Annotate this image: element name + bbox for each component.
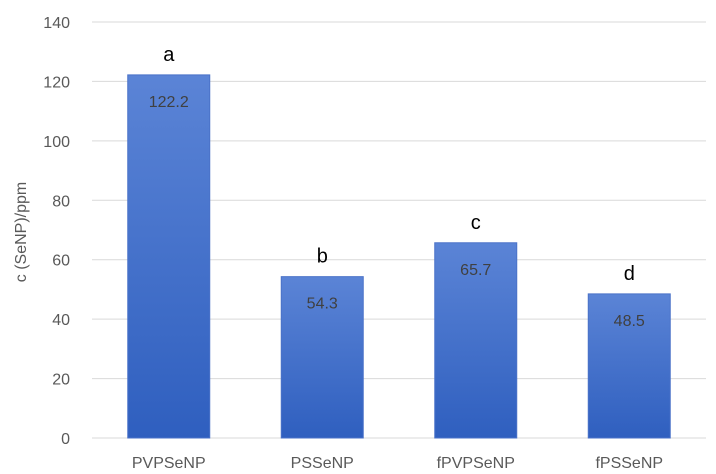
y-tick-label: 140 xyxy=(43,15,70,32)
y-tick-label: 0 xyxy=(61,431,70,448)
data-label: 65.7 xyxy=(460,262,491,279)
x-tick-label: PSSeNP xyxy=(291,455,354,472)
labels: 122.2 a PVPSeNP 54.3 b PSSeNP 65.7 c fPVPSeNP 48.… xyxy=(132,44,663,472)
y-tick-label: 120 xyxy=(43,74,70,91)
significance-letter: d xyxy=(624,263,635,285)
bar-pssenp xyxy=(280,276,364,439)
y-tick-label: 100 xyxy=(43,134,70,151)
data-label: 54.3 xyxy=(307,296,338,313)
y-tick-label: 20 xyxy=(52,372,70,389)
x-tick-label: PVPSeNP xyxy=(132,455,206,472)
significance-letter: b xyxy=(317,246,328,268)
y-tick-label: 40 xyxy=(52,312,70,329)
x-tick-label: fPSSeNP xyxy=(595,455,663,472)
y-tick-label: 80 xyxy=(52,193,70,210)
bars xyxy=(127,74,671,439)
bar-fpssenp xyxy=(587,293,671,439)
bar-fpvpsenp xyxy=(434,242,518,439)
y-axis-tick-labels: 0 20 40 60 80 100 120 140 xyxy=(43,15,70,448)
significance-letter: a xyxy=(163,44,175,66)
significance-letter: c xyxy=(471,212,481,234)
bar-pvpsenp xyxy=(127,74,211,439)
data-label: 48.5 xyxy=(614,313,645,330)
y-tick-label: 60 xyxy=(52,253,70,270)
x-tick-label: fPVPSeNP xyxy=(437,455,515,472)
data-label: 122.2 xyxy=(149,94,189,111)
y-axis-title: c (SeNP)/ppm xyxy=(13,182,30,282)
